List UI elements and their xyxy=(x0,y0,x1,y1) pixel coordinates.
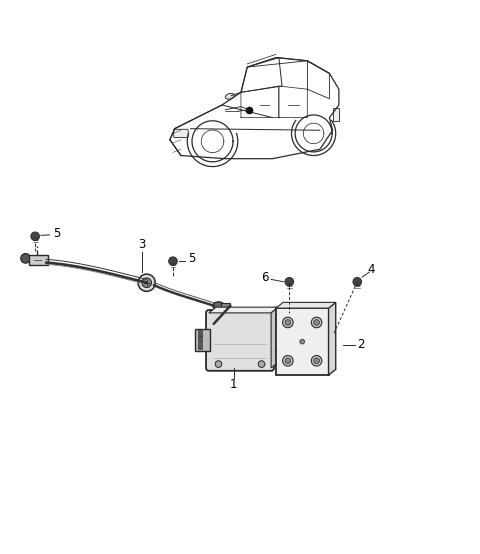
Circle shape xyxy=(285,278,294,286)
Text: 1: 1 xyxy=(230,378,238,391)
Text: 5: 5 xyxy=(189,252,196,265)
Circle shape xyxy=(283,356,293,366)
Polygon shape xyxy=(271,307,278,368)
Circle shape xyxy=(285,320,291,325)
Circle shape xyxy=(314,320,320,325)
Circle shape xyxy=(142,278,152,288)
Circle shape xyxy=(353,278,361,286)
Text: 3: 3 xyxy=(138,238,145,251)
FancyBboxPatch shape xyxy=(206,310,274,371)
Bar xyxy=(198,336,202,342)
Circle shape xyxy=(215,361,222,367)
Text: 5: 5 xyxy=(53,228,60,240)
Text: 6: 6 xyxy=(261,271,268,284)
Bar xyxy=(221,303,230,309)
Text: 2: 2 xyxy=(357,338,365,351)
Circle shape xyxy=(285,358,291,363)
Circle shape xyxy=(312,356,322,366)
Circle shape xyxy=(300,339,305,344)
Circle shape xyxy=(258,361,265,367)
Circle shape xyxy=(21,254,30,263)
Circle shape xyxy=(138,274,156,291)
Polygon shape xyxy=(276,302,336,308)
Bar xyxy=(333,108,339,121)
Ellipse shape xyxy=(225,94,235,99)
Circle shape xyxy=(31,232,39,240)
Circle shape xyxy=(314,358,320,363)
Bar xyxy=(276,308,328,375)
Bar xyxy=(198,330,202,336)
Text: 4: 4 xyxy=(368,263,375,276)
Circle shape xyxy=(283,317,293,328)
Polygon shape xyxy=(209,307,278,313)
Circle shape xyxy=(168,257,177,265)
Bar xyxy=(198,343,202,348)
Polygon shape xyxy=(328,302,336,375)
Bar xyxy=(29,255,48,265)
Circle shape xyxy=(312,317,322,328)
Ellipse shape xyxy=(213,302,224,310)
FancyBboxPatch shape xyxy=(174,129,188,137)
Bar xyxy=(194,330,210,351)
